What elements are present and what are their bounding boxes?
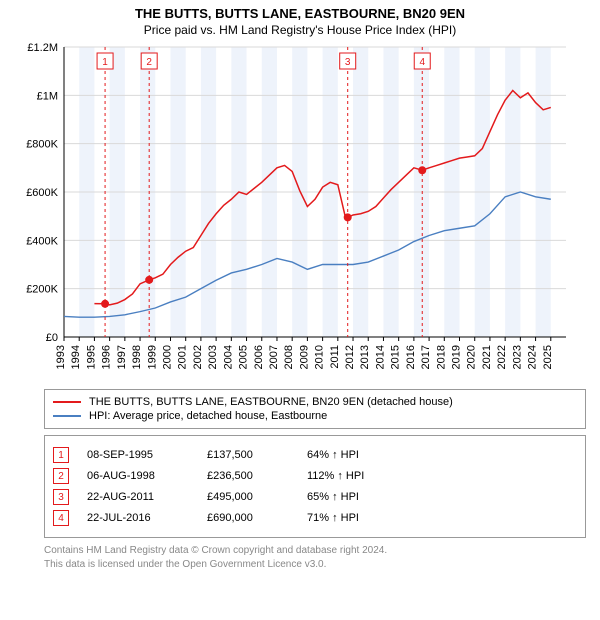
svg-text:1997: 1997	[116, 345, 128, 369]
event-row: 1 08-SEP-1995£137,50064% ↑ HPI	[53, 447, 577, 463]
svg-text:2002: 2002	[192, 345, 204, 369]
svg-text:2006: 2006	[253, 345, 265, 369]
svg-text:2: 2	[146, 57, 152, 68]
svg-text:2024: 2024	[527, 345, 539, 369]
svg-text:2010: 2010	[314, 345, 326, 369]
svg-text:2016: 2016	[405, 345, 417, 369]
event-date: 08-SEP-1995	[87, 449, 207, 461]
event-row: 2 06-AUG-1998£236,500112% ↑ HPI	[53, 468, 577, 484]
svg-text:1: 1	[102, 57, 108, 68]
event-badge: 1	[53, 447, 69, 463]
svg-text:2014: 2014	[374, 345, 386, 369]
svg-text:£400K: £400K	[26, 235, 58, 247]
chart-title: THE BUTTS, BUTTS LANE, EASTBOURNE, BN20 …	[0, 6, 600, 21]
chart-subtitle: Price paid vs. HM Land Registry's House …	[0, 23, 600, 37]
svg-text:£1.2M: £1.2M	[27, 42, 58, 54]
svg-text:2021: 2021	[481, 345, 493, 369]
event-price: £236,500	[207, 470, 307, 482]
svg-text:2009: 2009	[298, 345, 310, 369]
event-row: 3 22-AUG-2011£495,00065% ↑ HPI	[53, 489, 577, 505]
event-pct: 65% ↑ HPI	[307, 491, 417, 503]
svg-text:2003: 2003	[207, 345, 219, 369]
legend-label-1: THE BUTTS, BUTTS LANE, EASTBOURNE, BN20 …	[89, 396, 453, 408]
svg-text:2018: 2018	[435, 345, 447, 369]
legend-item-price-paid: THE BUTTS, BUTTS LANE, EASTBOURNE, BN20 …	[53, 396, 577, 408]
svg-text:2020: 2020	[466, 345, 478, 369]
svg-text:£600K: £600K	[26, 187, 58, 199]
footnote: Contains HM Land Registry data © Crown c…	[44, 544, 586, 571]
svg-text:4: 4	[419, 57, 425, 68]
svg-text:2000: 2000	[161, 345, 173, 369]
legend-swatch-1	[53, 401, 81, 403]
event-pct: 112% ↑ HPI	[307, 470, 417, 482]
footnote-line-2: This data is licensed under the Open Gov…	[44, 559, 326, 570]
event-price: £495,000	[207, 491, 307, 503]
legend-item-hpi: HPI: Average price, detached house, East…	[53, 410, 577, 422]
svg-text:2015: 2015	[390, 345, 402, 369]
footnote-line-1: Contains HM Land Registry data © Crown c…	[44, 545, 387, 556]
event-row: 4 22-JUL-2016£690,00071% ↑ HPI	[53, 510, 577, 526]
event-pct: 71% ↑ HPI	[307, 512, 417, 524]
svg-text:2012: 2012	[344, 345, 356, 369]
svg-text:2004: 2004	[222, 345, 234, 369]
svg-text:£1M: £1M	[37, 90, 58, 102]
svg-text:1993: 1993	[55, 345, 67, 369]
event-date: 22-AUG-2011	[87, 491, 207, 503]
event-badge: 2	[53, 468, 69, 484]
events-table: 1 08-SEP-1995£137,50064% ↑ HPI 2 06-AUG-199…	[44, 435, 586, 538]
svg-text:£800K: £800K	[26, 139, 58, 151]
svg-text:3: 3	[345, 57, 351, 68]
svg-text:1994: 1994	[70, 345, 82, 369]
svg-text:£0: £0	[46, 332, 58, 344]
svg-text:1996: 1996	[101, 345, 113, 369]
svg-text:2001: 2001	[177, 345, 189, 369]
svg-text:2022: 2022	[496, 345, 508, 369]
chart-container: THE BUTTS, BUTTS LANE, EASTBOURNE, BN20 …	[0, 6, 600, 571]
svg-text:1995: 1995	[85, 345, 97, 369]
event-price: £690,000	[207, 512, 307, 524]
svg-text:2008: 2008	[283, 345, 295, 369]
svg-text:2011: 2011	[329, 345, 341, 369]
svg-text:£200K: £200K	[26, 284, 58, 296]
svg-text:2013: 2013	[359, 345, 371, 369]
svg-text:2005: 2005	[238, 345, 250, 369]
event-date: 22-JUL-2016	[87, 512, 207, 524]
event-pct: 64% ↑ HPI	[307, 449, 417, 461]
svg-text:2025: 2025	[542, 345, 554, 369]
svg-text:1999: 1999	[146, 345, 158, 369]
svg-text:2019: 2019	[451, 345, 463, 369]
event-date: 06-AUG-1998	[87, 470, 207, 482]
event-price: £137,500	[207, 449, 307, 461]
svg-text:1998: 1998	[131, 345, 143, 369]
svg-text:2023: 2023	[511, 345, 523, 369]
line-chart: £0£200K£400K£600K£800K£1M£1.2M1993199419…	[20, 41, 580, 381]
svg-text:2017: 2017	[420, 345, 432, 369]
event-badge: 4	[53, 510, 69, 526]
event-badge: 3	[53, 489, 69, 505]
legend-label-2: HPI: Average price, detached house, East…	[89, 410, 327, 422]
svg-text:2007: 2007	[268, 345, 280, 369]
legend: THE BUTTS, BUTTS LANE, EASTBOURNE, BN20 …	[44, 389, 586, 429]
legend-swatch-2	[53, 415, 81, 417]
